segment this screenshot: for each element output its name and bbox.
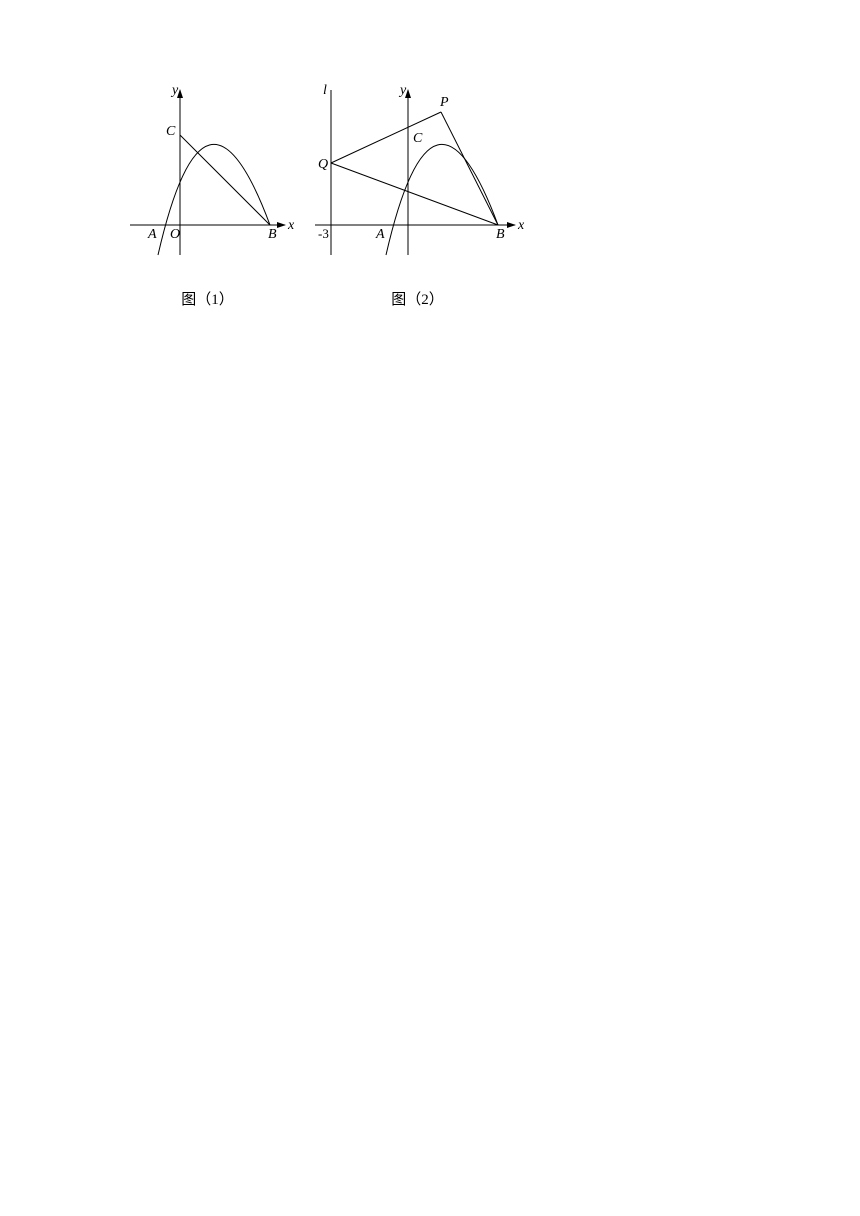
svg-text:-3: -3 — [318, 226, 329, 241]
svg-text:B: B — [268, 227, 277, 242]
svg-text:B: B — [496, 227, 505, 242]
figure-1: x y AO B C 图（1） — [120, 80, 295, 309]
svg-text:x: x — [287, 218, 295, 233]
svg-text:y: y — [398, 83, 407, 98]
figure-1-svg: x y AO B C — [120, 80, 295, 280]
svg-text:P: P — [439, 95, 449, 110]
svg-text:x: x — [517, 218, 525, 233]
svg-text:O: O — [170, 227, 180, 242]
svg-text:A: A — [375, 227, 385, 242]
figure-2-caption: 图（2） — [391, 288, 444, 309]
svg-text:C: C — [413, 131, 423, 146]
figure-1-caption: 图（1） — [181, 288, 234, 309]
figure-2: x y l -3 A B C P Q 图（2） — [310, 80, 525, 309]
svg-text:y: y — [170, 83, 179, 98]
svg-text:l: l — [323, 83, 327, 98]
svg-text:C: C — [166, 124, 176, 139]
figures-container: xyAOBC 图（1） xyl-3ABCPQ 图（2） — [120, 80, 525, 309]
svg-text:A: A — [147, 227, 157, 242]
figure-2-svg: x y l -3 A B C P Q — [310, 80, 525, 280]
svg-text:Q: Q — [318, 157, 328, 172]
